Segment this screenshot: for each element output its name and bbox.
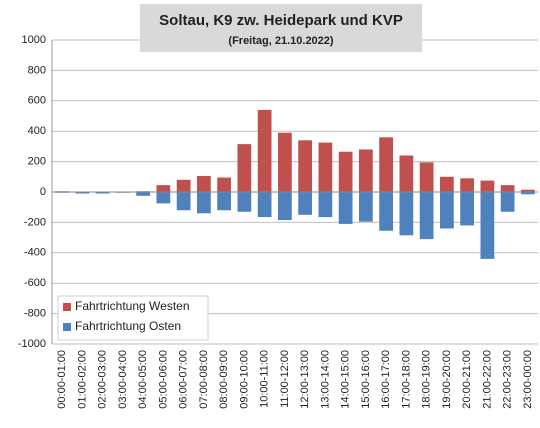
bar xyxy=(460,178,475,192)
bar xyxy=(439,176,454,192)
bar xyxy=(196,176,211,192)
bar xyxy=(500,192,515,212)
bar xyxy=(358,149,373,192)
x-tick-label: 19:00-20:00 xyxy=(441,350,453,409)
x-tick-label: 00:00-01:00 xyxy=(56,350,68,409)
bar xyxy=(298,140,313,192)
bar xyxy=(379,192,394,231)
x-tick-label: 03:00-04:00 xyxy=(117,350,129,409)
bar xyxy=(480,180,495,192)
x-tick-label: 16:00-17:00 xyxy=(380,350,392,409)
bar xyxy=(338,192,353,224)
bar xyxy=(318,142,333,192)
legend-swatch xyxy=(63,303,71,311)
x-tick-label: 15:00-16:00 xyxy=(360,350,372,409)
x-tick-label: 20:00-21:00 xyxy=(461,350,473,409)
bar xyxy=(156,192,171,204)
y-tick-label: 1000 xyxy=(22,34,46,46)
bar xyxy=(520,189,535,192)
plot-area: -1000 -800 -600 -400 -200 0 200 400 600 800 1000 00… xyxy=(18,34,538,409)
legend-label: Fahrtrichtung Osten xyxy=(75,319,181,333)
x-tick-label: 05:00-06:00 xyxy=(157,350,169,409)
bar xyxy=(298,192,313,215)
bar xyxy=(379,137,394,192)
bar xyxy=(257,109,272,192)
bar xyxy=(399,155,414,192)
bar xyxy=(217,177,232,192)
x-tick-label: 18:00-19:00 xyxy=(421,350,433,409)
bar xyxy=(520,192,535,195)
chart-title: Soltau, K9 zw. Heidepark und KVP xyxy=(159,12,403,29)
bar xyxy=(460,192,475,226)
bar xyxy=(156,185,171,192)
bar xyxy=(439,192,454,229)
bar xyxy=(75,192,90,194)
bar xyxy=(95,192,110,194)
x-tick-label: 23:00-00:00 xyxy=(522,350,534,409)
x-tick-label: 01:00-02:00 xyxy=(76,350,88,409)
x-tick-label: 08:00-09:00 xyxy=(218,350,230,409)
chart-subtitle: (Freitag, 21.10.2022) xyxy=(228,35,334,47)
title-box xyxy=(140,4,422,52)
y-tick-label: 800 xyxy=(28,64,46,76)
bar xyxy=(176,192,191,211)
x-tick-label: 22:00-23:00 xyxy=(502,350,514,409)
bar xyxy=(136,192,151,196)
x-tick-label: 13:00-14:00 xyxy=(319,350,331,409)
y-tick-label: -1000 xyxy=(18,338,46,350)
x-tick-label: 10:00-11:00 xyxy=(259,350,271,408)
y-tick-label: 600 xyxy=(28,95,46,107)
bar xyxy=(237,192,252,212)
bar xyxy=(237,144,252,192)
bar xyxy=(419,162,434,192)
x-tick-label: 04:00-05:00 xyxy=(137,350,149,409)
bar xyxy=(318,192,333,218)
bar xyxy=(257,192,272,218)
x-tick-label: 07:00-08:00 xyxy=(198,350,210,409)
bar xyxy=(358,192,373,222)
bar xyxy=(196,192,211,214)
bar xyxy=(419,192,434,240)
y-tick-label: 0 xyxy=(40,186,46,198)
y-tick-label: -200 xyxy=(24,216,46,228)
y-tick-label: -800 xyxy=(24,308,46,320)
x-tick-label: 06:00-07:00 xyxy=(178,350,190,409)
bar xyxy=(277,132,292,192)
y-tick-label: -600 xyxy=(24,277,46,289)
x-tick-label: 11:00-12:00 xyxy=(279,350,291,408)
legend xyxy=(57,295,209,341)
x-tick-label: 12:00-13:00 xyxy=(299,350,311,409)
x-tick-label: 14:00-15:00 xyxy=(340,350,352,409)
bar xyxy=(500,185,515,192)
x-tick-label: 02:00-03:00 xyxy=(97,350,109,409)
bar xyxy=(217,192,232,211)
y-tick-label: -400 xyxy=(24,247,46,259)
y-tick-label: 200 xyxy=(28,156,46,168)
x-tick-label: 17:00-18:00 xyxy=(400,350,412,409)
x-tick-label: 21:00-22:00 xyxy=(481,350,493,409)
bar xyxy=(399,192,414,236)
legend-swatch xyxy=(63,323,71,331)
bar xyxy=(338,151,353,192)
bar xyxy=(480,192,495,259)
y-tick-label: 400 xyxy=(28,125,46,137)
bar xyxy=(176,179,191,192)
x-tick-label: 09:00-10:00 xyxy=(238,350,250,409)
legend-label: Fahrtrichtung Westen xyxy=(75,299,190,313)
bar xyxy=(277,192,292,221)
